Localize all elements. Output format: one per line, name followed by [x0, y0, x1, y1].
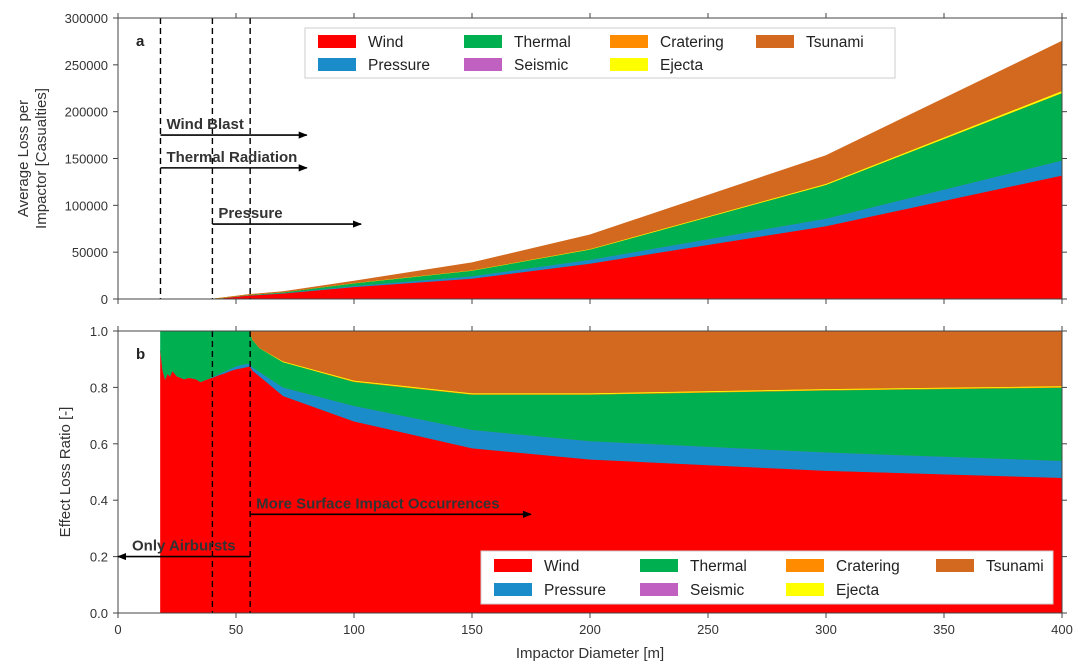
y-tick-label: 0.4: [90, 493, 108, 508]
x-tick-label: 50: [229, 622, 243, 637]
legend-label: Tsunami: [806, 34, 864, 51]
legend-label: Tsunami: [986, 558, 1044, 575]
panel-a: 0 50000 100000 150000 200000 250000 300000 Aver…: [15, 11, 1067, 307]
legend-item-seismic: Seismic: [464, 57, 569, 74]
legend-swatch: [610, 35, 648, 48]
legend-swatch: [786, 559, 824, 572]
y-tick-label: 150000: [65, 152, 108, 167]
legend-label: Cratering: [836, 558, 900, 575]
legend-item-wind: Wind: [494, 558, 579, 575]
y-tick-label: 100000: [65, 198, 108, 213]
legend-label: Thermal: [690, 558, 747, 575]
legend-item-cratering: Cratering: [610, 34, 724, 51]
legend-swatch: [786, 583, 824, 596]
y-tick-label: 0.8: [90, 380, 108, 395]
x-tick-label: 300: [815, 622, 837, 637]
x-tick-label: 250: [697, 622, 719, 637]
x-axis-title: Impactor Diameter [m]: [516, 645, 664, 662]
legend-swatch: [464, 58, 502, 71]
area-tsunami: [160, 40, 1062, 299]
x-tick-label: 400: [1051, 622, 1073, 637]
legend: Wind Thermal Cratering Tsunami Pressure Seism…: [480, 550, 1054, 605]
legend-item-pressure: Pressure: [494, 582, 606, 599]
legend-item-thermal: Thermal: [464, 34, 571, 51]
legend-label: Wind: [368, 34, 403, 51]
y-tick-label: 300000: [65, 11, 108, 26]
y-tick-label: 0.0: [90, 606, 108, 621]
legend-swatch: [640, 583, 678, 596]
legend: Wind Thermal Cratering Tsunami Pressure Seism…: [304, 27, 896, 79]
panel-label: b: [136, 346, 145, 363]
legend-item-ejecta: Ejecta: [786, 582, 879, 599]
legend-swatch: [318, 58, 356, 71]
legend-item-thermal: Thermal: [640, 558, 747, 575]
area-ejecta: [160, 331, 1062, 395]
area-tsunami: [160, 331, 1062, 394]
legend-swatch: [610, 58, 648, 71]
legend-swatch: [936, 559, 974, 572]
legend-item-tsunami: Tsunami: [756, 34, 864, 51]
y-axis-title: Effect Loss Ratio [-]: [57, 407, 74, 538]
legend-label: Cratering: [660, 34, 724, 51]
legend-item-pressure: Pressure: [318, 57, 430, 74]
annotation-label: More Surface Impact Occurrences: [256, 495, 499, 512]
panel-b: 0 50 100 150 200 250 300 350 400 0.0 0.2 0.4 0.6 0.8 1…: [57, 324, 1073, 662]
legend-item-cratering: Cratering: [786, 558, 900, 575]
legend-swatch: [756, 35, 794, 48]
legend-swatch: [318, 35, 356, 48]
y-tick-label: 0: [101, 292, 108, 307]
y-tick-label: 0.2: [90, 550, 108, 565]
legend-label: Seismic: [690, 582, 745, 599]
y-tick-label: 0.6: [90, 437, 108, 452]
x-tick-label: 0: [114, 622, 121, 637]
y-axis-title: Impactor [Casualties]: [33, 88, 50, 229]
legend-swatch: [640, 559, 678, 572]
y-tick-label: 1.0: [90, 324, 108, 339]
legend-label: Pressure: [544, 582, 606, 599]
annotation-label: Only Airbursts: [132, 538, 236, 555]
legend-swatch: [464, 35, 502, 48]
area-thermal: [160, 331, 1062, 462]
y-axis-title: Average Loss per: [15, 100, 32, 217]
annotation-label: Wind Blast: [166, 116, 243, 133]
legend-label: Seismic: [514, 57, 569, 74]
legend-label: Ejecta: [836, 582, 879, 599]
legend-swatch: [494, 583, 532, 596]
legend-label: Pressure: [368, 57, 430, 74]
y-tick-label: 50000: [72, 245, 108, 260]
annotation-label: Pressure: [218, 205, 282, 222]
legend-swatch: [494, 559, 532, 572]
panel-label: a: [136, 33, 145, 50]
legend-label: Thermal: [514, 34, 571, 51]
legend-label: Ejecta: [660, 57, 703, 74]
legend-item-ejecta: Ejecta: [610, 57, 703, 74]
plot-area: [160, 40, 1062, 299]
legend-item-wind: Wind: [318, 34, 403, 51]
legend-box: [304, 27, 896, 79]
legend-item-tsunami: Tsunami: [936, 558, 1044, 575]
legend-item-seismic: Seismic: [640, 582, 745, 599]
x-tick-label: 350: [933, 622, 955, 637]
plot-area: [160, 331, 1062, 613]
x-tick-label: 150: [461, 622, 483, 637]
x-tick-label: 100: [343, 622, 365, 637]
y-tick-label: 200000: [65, 105, 108, 120]
annotation-label: Thermal Radiation: [166, 149, 297, 166]
x-tick-label: 200: [579, 622, 601, 637]
y-tick-label: 250000: [65, 58, 108, 73]
legend-label: Wind: [544, 558, 579, 575]
